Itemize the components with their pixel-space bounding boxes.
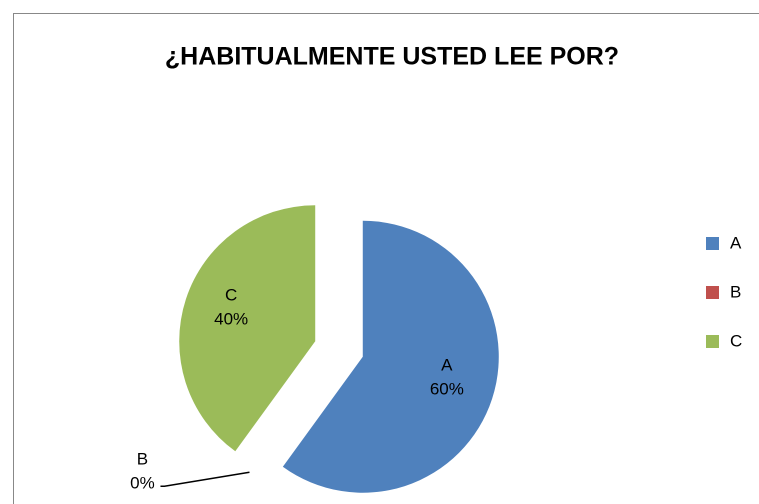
data-label-value: 0% [130,474,155,493]
legend-swatch [706,286,719,299]
chart-title: ¿HABITUALMENTE USTED LEE POR? [165,43,619,71]
data-label-category: B [137,450,148,469]
legend-label: B [730,282,741,301]
leader-line [160,471,250,487]
legend-swatch [706,335,719,348]
data-label-category: C [225,285,237,304]
pie-slice [179,205,316,452]
data-label-value: 60% [430,380,464,399]
legend-label: C [730,331,742,350]
data-label-value: 40% [214,309,248,328]
data-label-category: A [441,356,453,375]
legend-swatch [706,237,719,250]
pie-slice [282,220,499,493]
legend-label: A [730,233,742,252]
